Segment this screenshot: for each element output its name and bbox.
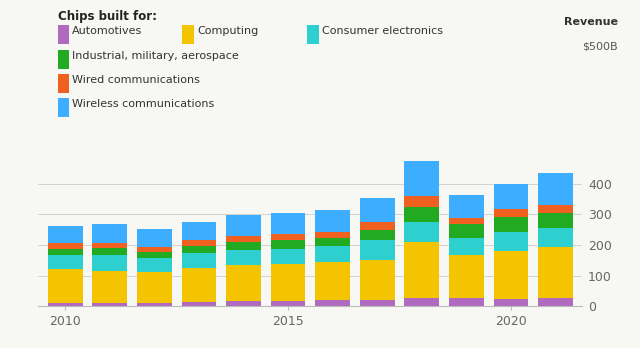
Bar xyxy=(538,298,573,306)
Bar xyxy=(226,301,261,306)
Bar xyxy=(92,243,127,248)
Bar xyxy=(360,240,395,260)
Bar xyxy=(226,242,261,250)
Bar xyxy=(226,250,261,265)
Bar xyxy=(137,302,172,306)
Bar xyxy=(316,238,350,246)
Bar xyxy=(449,255,484,298)
Bar xyxy=(493,209,529,218)
Bar xyxy=(226,236,261,242)
Text: Industrial, military, aerospace: Industrial, military, aerospace xyxy=(72,51,239,61)
Bar xyxy=(493,299,529,306)
Bar xyxy=(48,255,83,269)
Text: $500B: $500B xyxy=(582,42,618,52)
Bar xyxy=(538,173,573,205)
Bar xyxy=(182,253,216,268)
Bar xyxy=(404,242,439,298)
Bar xyxy=(404,196,439,207)
Bar xyxy=(48,269,83,303)
Bar xyxy=(449,224,484,238)
Text: Wired communications: Wired communications xyxy=(72,75,200,85)
Text: Automotives: Automotives xyxy=(72,26,143,36)
Bar xyxy=(538,228,573,247)
Bar xyxy=(182,222,216,240)
Bar xyxy=(92,255,127,271)
Bar xyxy=(449,195,484,218)
Text: Consumer electronics: Consumer electronics xyxy=(322,26,443,36)
Bar xyxy=(92,271,127,303)
Bar xyxy=(137,247,172,252)
Bar xyxy=(449,238,484,255)
Bar xyxy=(316,262,350,300)
Bar xyxy=(182,268,216,302)
Bar xyxy=(360,230,395,240)
Bar xyxy=(538,247,573,298)
Bar xyxy=(538,213,573,228)
Bar xyxy=(404,222,439,242)
Text: Wireless communications: Wireless communications xyxy=(72,100,214,109)
Bar xyxy=(271,264,305,301)
Bar xyxy=(92,303,127,306)
Bar xyxy=(271,249,305,264)
Bar xyxy=(137,252,172,258)
Bar xyxy=(360,260,395,300)
Bar xyxy=(360,300,395,306)
Bar xyxy=(449,298,484,306)
Text: Computing: Computing xyxy=(197,26,259,36)
Bar xyxy=(360,222,395,230)
Bar xyxy=(92,248,127,255)
Bar xyxy=(271,234,305,240)
Text: Chips built for:: Chips built for: xyxy=(58,10,157,23)
Bar xyxy=(271,213,305,234)
Bar xyxy=(226,265,261,301)
Bar xyxy=(137,229,172,247)
Bar xyxy=(404,207,439,222)
Bar xyxy=(493,251,529,299)
Bar xyxy=(137,258,172,272)
Bar xyxy=(48,226,83,244)
Bar xyxy=(538,205,573,213)
Bar xyxy=(404,161,439,196)
Bar xyxy=(360,198,395,222)
Bar xyxy=(316,210,350,231)
Bar xyxy=(493,184,529,209)
Bar xyxy=(48,303,83,306)
Text: Revenue: Revenue xyxy=(564,17,618,27)
Bar xyxy=(271,301,305,306)
Bar xyxy=(226,215,261,236)
Bar xyxy=(493,231,529,251)
Bar xyxy=(316,300,350,306)
Bar xyxy=(48,244,83,249)
Bar xyxy=(271,240,305,249)
Bar xyxy=(316,246,350,262)
Bar xyxy=(48,249,83,255)
Bar xyxy=(182,240,216,246)
Bar xyxy=(404,298,439,306)
Bar xyxy=(316,231,350,238)
Bar xyxy=(182,302,216,306)
Bar xyxy=(493,218,529,231)
Bar xyxy=(137,272,172,302)
Bar xyxy=(182,246,216,253)
Bar xyxy=(92,224,127,243)
Bar xyxy=(449,218,484,224)
